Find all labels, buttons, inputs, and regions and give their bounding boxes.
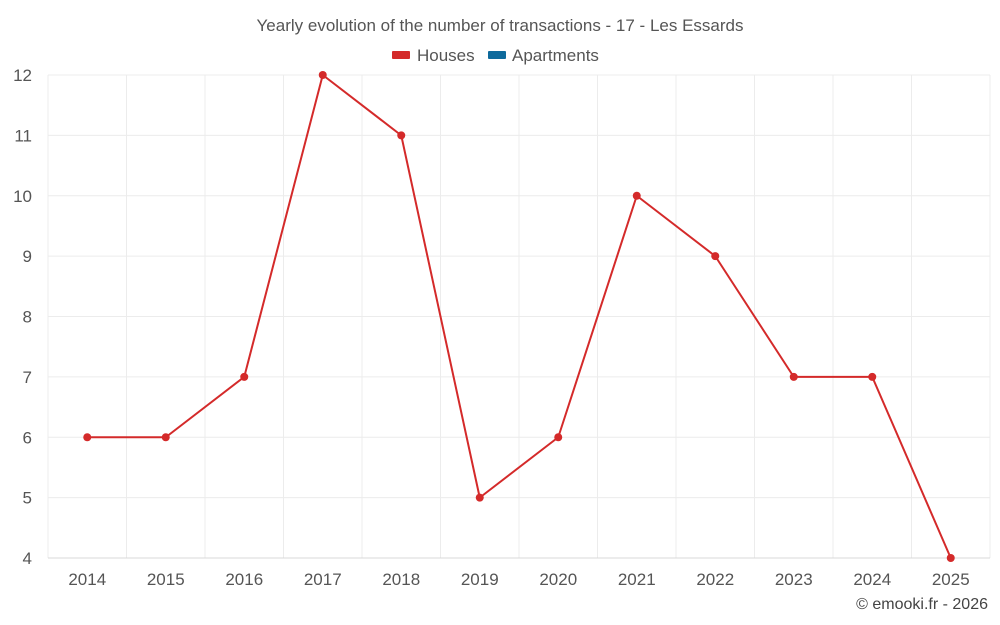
x-tick-label: 2018: [382, 570, 420, 589]
x-tick-label: 2021: [618, 570, 656, 589]
x-tick-label: 2022: [696, 570, 734, 589]
legend-label-apartments: Apartments: [512, 46, 599, 65]
x-tick-label: 2017: [304, 570, 342, 589]
x-tick-label: 2015: [147, 570, 185, 589]
credit-text: © emooki.fr - 2026: [856, 596, 988, 613]
data-point-houses[interactable]: [161, 433, 170, 442]
legend-label-houses: Houses: [417, 46, 475, 65]
data-point-houses[interactable]: [475, 493, 484, 502]
y-tick-label: 7: [23, 368, 32, 387]
chart-title: Yearly evolution of the number of transa…: [257, 16, 744, 35]
x-tick-label: 2019: [461, 570, 499, 589]
y-axis-tick-labels: 4 5 6 7 8 9 10 11 12: [13, 66, 32, 568]
x-tick-label: 2024: [853, 570, 891, 589]
y-tick-label: 10: [13, 187, 32, 206]
data-point-houses[interactable]: [789, 372, 798, 381]
data-point-houses[interactable]: [632, 191, 641, 200]
y-tick-label: 6: [23, 428, 32, 447]
x-axis-tick-labels: 2014 2015 2016 2017 2018 2019 2020 2021 2022 2023…: [68, 570, 969, 589]
data-point-houses[interactable]: [318, 71, 327, 79]
data-point-houses[interactable]: [83, 433, 92, 442]
data-point-houses[interactable]: [711, 252, 720, 261]
data-point-houses[interactable]: [868, 372, 877, 381]
x-tick-label: 2014: [68, 570, 106, 589]
x-tick-label: 2023: [775, 570, 813, 589]
legend-item-apartments[interactable]: Apartments: [488, 46, 599, 65]
y-tick-label: 11: [14, 126, 32, 145]
y-tick-label: 4: [23, 549, 32, 568]
legend-item-houses[interactable]: Houses: [392, 46, 475, 65]
y-tick-label: 5: [23, 489, 32, 508]
data-point-houses[interactable]: [554, 433, 563, 442]
y-tick-label: 9: [23, 247, 32, 266]
y-tick-label: 8: [23, 308, 32, 327]
legend-swatch-apartments: [488, 51, 506, 59]
x-tick-label: 2020: [539, 570, 577, 589]
legend-swatch-houses: [392, 51, 410, 59]
data-point-houses[interactable]: [397, 131, 406, 140]
data-point-houses[interactable]: [240, 372, 249, 381]
series-line-houses: [87, 74, 952, 559]
data-point-houses[interactable]: [946, 554, 955, 562]
legend: Houses Apartments: [392, 46, 599, 65]
y-tick-label: 12: [13, 66, 32, 85]
x-tick-label: 2016: [225, 570, 263, 589]
x-tick-label: 2025: [932, 570, 970, 589]
series-houses: [83, 71, 955, 562]
